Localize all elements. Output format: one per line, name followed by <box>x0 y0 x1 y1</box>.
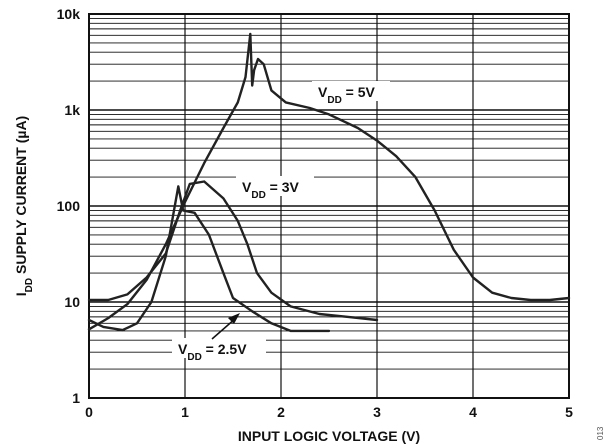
series-label-bg <box>172 338 266 358</box>
y-axis-title: IDD SUPPLY CURRENT (µA) <box>13 116 35 296</box>
y-tick-label: 1k <box>64 102 80 118</box>
gridlines <box>89 14 569 399</box>
y-axis-title-rest: SUPPLY CURRENT (µA) <box>13 116 29 278</box>
series-line-2 <box>87 185 331 333</box>
series-label-vdd-3v: VDD = 3V <box>236 176 314 201</box>
series-label-text: VDD = 5V <box>318 84 376 106</box>
series-line-0 <box>87 32 571 331</box>
x-tick-label: 2 <box>277 404 285 420</box>
series-line-1 <box>87 180 379 322</box>
y-tick-label: 10 <box>64 294 80 310</box>
y-axis-title-subscript: DD <box>24 278 35 292</box>
figure-id: 013 <box>596 426 605 440</box>
x-tick-label: 5 <box>565 404 573 420</box>
x-axis-title: INPUT LOGIC VOLTAGE (V) <box>238 428 420 444</box>
y-axis-title-prefix: I <box>13 292 29 296</box>
x-tick-label: 0 <box>85 404 93 420</box>
series-label-arrowhead <box>228 313 240 324</box>
series-label-bg <box>312 81 390 101</box>
x-tick-label: 4 <box>469 404 477 420</box>
x-tick-label: 3 <box>373 404 381 420</box>
y-tick-label: 100 <box>57 198 81 214</box>
series-label-bg <box>236 176 314 196</box>
series-label-text: VDD = 2.5V <box>178 341 247 363</box>
x-tick-label: 1 <box>181 404 189 420</box>
y-tick-label: 1 <box>72 390 80 406</box>
series-lines <box>87 32 571 333</box>
y-tick-label: 10k <box>57 6 81 22</box>
series-label-vdd-2-5v: VDD = 2.5V <box>172 313 266 363</box>
plot-frame <box>88 13 570 399</box>
series-label-text: VDD = 3V <box>242 179 300 201</box>
series-label-vdd-5v: VDD = 5V <box>312 81 390 106</box>
